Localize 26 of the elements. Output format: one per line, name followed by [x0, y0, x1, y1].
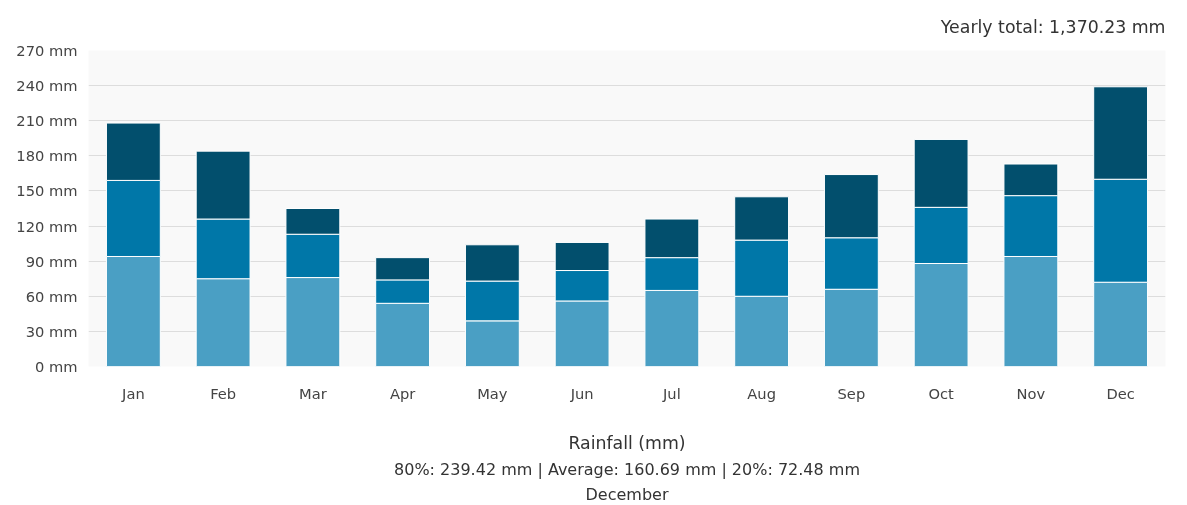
text: Yearly total: 1,370.23 mm: [939, 16, 1166, 37]
x-tick-label: Oct: [928, 384, 955, 402]
x-tick-label: Feb: [210, 384, 237, 402]
y-tick-label: 270 mm: [16, 42, 78, 59]
y-tick-label: 120 mm: [16, 217, 78, 235]
x-tick-label: Mar: [299, 384, 328, 402]
x-tick-label: Dec: [1106, 384, 1135, 402]
y-tick-label: 240 mm: [16, 77, 78, 95]
x-tick-label: Jun: [569, 384, 594, 402]
y-tick-label: 90 mm: [25, 252, 78, 270]
x-tick-label: Nov: [1016, 384, 1046, 402]
y-tick-label: 180 mm: [16, 147, 78, 165]
x-tick-label: Sep: [837, 384, 866, 402]
y-tick-label: 210 mm: [16, 112, 78, 130]
y-tick-label: 0 mm: [34, 358, 78, 375]
x-tick-label: Apr: [389, 384, 417, 402]
y-tick-label: 30 mm: [25, 322, 78, 340]
x-axis-title: Rainfall (mm): [568, 432, 686, 453]
text: December: [585, 484, 669, 504]
x-tick-label: May: [477, 384, 508, 402]
x-tick-label: Jul: [662, 384, 681, 402]
y-tick-label: 60 mm: [25, 287, 78, 305]
y-tick-label: 150 mm: [16, 182, 78, 200]
x-tick-label: Jan: [121, 384, 145, 402]
text: 80%: 239.42 mm | Average: 160.69 mm | 20%: 72.48 mm: [394, 459, 860, 479]
x-tick-label: Aug: [747, 384, 776, 402]
